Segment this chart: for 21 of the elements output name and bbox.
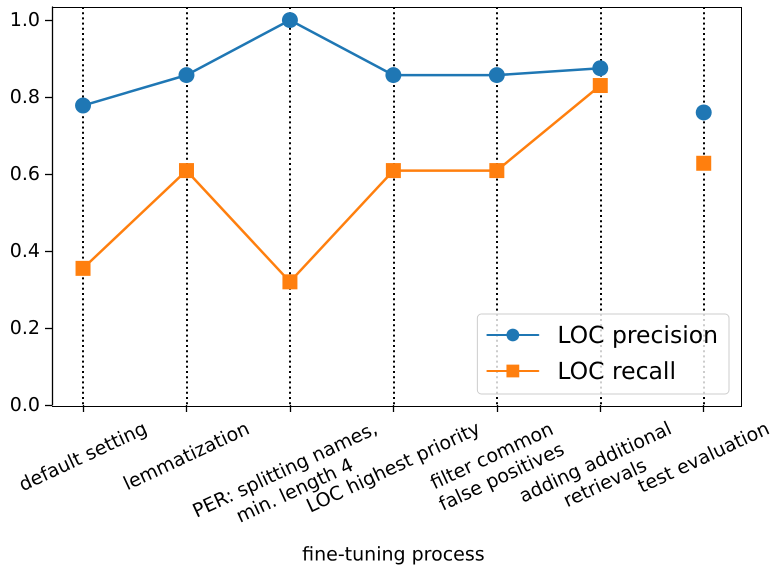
point [178, 67, 194, 84]
x-axis-title: fine-tuning process [302, 544, 485, 566]
point [282, 274, 298, 290]
y-tick-label: 0.2 [10, 317, 40, 340]
y-tick-label: 0.0 [10, 394, 40, 416]
legend-label: LOC precision [557, 321, 718, 349]
point [282, 12, 298, 28]
y-tick-label: 1.0 [10, 9, 40, 32]
y-tick-label: 0.6 [10, 163, 40, 186]
point [75, 98, 92, 114]
point [178, 163, 194, 178]
point [592, 60, 608, 76]
point [386, 163, 401, 178]
point [76, 260, 91, 276]
point [385, 67, 402, 84]
y-tick-label: 0.8 [10, 86, 40, 108]
point [592, 78, 608, 94]
point [488, 67, 505, 84]
y-tick-label: 0.4 [10, 240, 40, 262]
legend-label: LOC recall [557, 357, 676, 385]
point [489, 163, 504, 178]
